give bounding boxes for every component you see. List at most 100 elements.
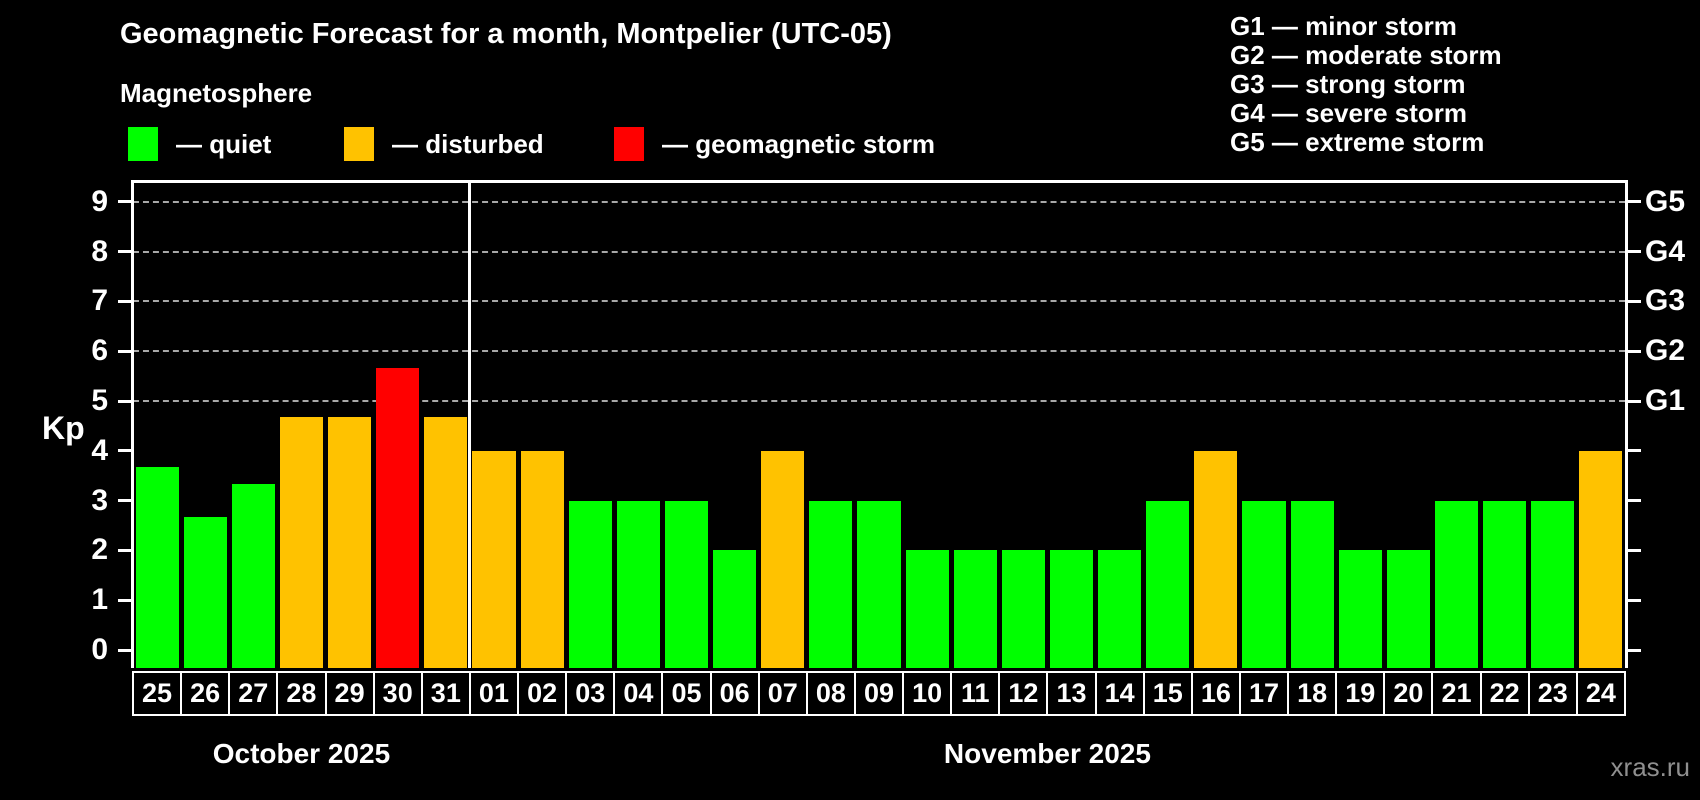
day-label: 21	[1431, 671, 1482, 716]
right-axis-tick	[1628, 449, 1641, 453]
y-axis-label: 5	[91, 384, 108, 417]
storm-color-swatch	[614, 127, 644, 161]
day-label: 10	[902, 671, 953, 716]
right-axis-tick	[1628, 399, 1641, 403]
day-label: 06	[709, 671, 760, 716]
kp-bar-day-26	[183, 517, 227, 668]
right-axis-tick	[1628, 250, 1641, 254]
y-axis-tick	[118, 499, 131, 503]
g3-legend-line: G3 — strong storm	[1230, 69, 1466, 99]
kp-bar-day-01	[472, 450, 516, 668]
right-axis-line	[1625, 180, 1628, 668]
kp-bar-day-31	[424, 417, 468, 668]
kp-bar-day-09	[857, 500, 901, 668]
g4-legend-line: G4 — severe storm	[1230, 98, 1468, 128]
y-axis-tick	[118, 449, 131, 453]
legend-item-disturbed: — disturbed	[344, 126, 544, 162]
y-axis-title: Kp	[42, 410, 85, 446]
day-label: 18	[1287, 671, 1338, 716]
kp-bar-day-05	[664, 500, 709, 668]
gridline-kp6	[133, 350, 1625, 353]
kp-bar-day-13	[1049, 550, 1094, 668]
day-label: 05	[661, 671, 712, 716]
y-axis-label: 1	[91, 583, 108, 617]
day-label: 26	[180, 671, 231, 716]
kp-bar-day-02	[520, 450, 564, 668]
month-separator-line	[468, 180, 472, 668]
legend-label-disturbed: — disturbed	[392, 128, 544, 159]
y-axis-tick	[118, 299, 131, 303]
day-label: 14	[1094, 671, 1145, 716]
day-label: 30	[372, 671, 423, 716]
day-label: 11	[950, 671, 1001, 716]
y-axis-label: 7	[91, 284, 108, 318]
watermark: xras.ru	[1610, 752, 1690, 782]
kp-bar-day-20	[1386, 550, 1430, 668]
y-axis-tick	[118, 399, 131, 403]
y-axis-label: 4	[91, 433, 108, 467]
kp-bar-day-10	[905, 550, 949, 668]
y-axis-line	[131, 180, 134, 668]
day-label: 01	[468, 671, 520, 716]
right-axis-tick	[1628, 499, 1641, 503]
g-level-label-g3: G3	[1645, 284, 1686, 318]
day-label: 09	[853, 671, 905, 716]
month-label: November 2025	[943, 738, 1151, 769]
right-axis-tick	[1628, 548, 1641, 552]
day-label: 03	[565, 671, 616, 716]
y-axis-label: 9	[91, 184, 108, 218]
kp-bar-day-03	[568, 500, 612, 668]
gridline-kp5	[133, 400, 1625, 402]
g-level-label-g4: G4	[1645, 234, 1686, 268]
legend-item-quiet: — quiet	[128, 126, 271, 162]
day-label: 23	[1527, 671, 1578, 716]
day-label: 24	[1575, 671, 1626, 716]
kp-bar-day-28	[279, 417, 323, 668]
day-label: 27	[228, 671, 279, 716]
kp-bar-day-18	[1290, 500, 1334, 668]
g1-legend-line: G1 — minor storm	[1230, 11, 1457, 41]
y-axis-label: 0	[91, 633, 108, 666]
right-axis-tick	[1628, 648, 1641, 652]
right-axis-tick	[1628, 200, 1641, 204]
y-axis-tick	[118, 598, 131, 602]
day-label: 12	[998, 671, 1049, 716]
kp-bar-day-29	[328, 417, 372, 668]
plot-top-border	[131, 180, 1627, 183]
day-label: 07	[757, 671, 808, 716]
g-level-label-g2: G2	[1645, 334, 1686, 368]
day-label: 13	[1046, 671, 1097, 716]
kp-bar-day-14	[1098, 550, 1142, 668]
g2-legend-line: G2 — moderate storm	[1230, 40, 1502, 70]
day-label: 22	[1479, 671, 1530, 716]
kp-bar-day-08	[809, 500, 853, 668]
kp-bar-day-21	[1434, 500, 1479, 668]
kp-bar-day-22	[1483, 500, 1527, 668]
g-scale-legend: G1 — minor storm G2 — moderate storm G3 …	[1230, 12, 1502, 157]
kp-bar-day-23	[1531, 500, 1575, 668]
right-axis-tick	[1628, 299, 1641, 303]
day-label: 04	[613, 671, 664, 716]
legend-item-storm: — geomagnetic storm	[614, 126, 935, 162]
quiet-color-swatch	[128, 127, 158, 161]
day-label: 31	[420, 671, 471, 716]
day-label: 15	[1142, 671, 1193, 716]
page-title: Geomagnetic Forecast for a month, Montpe…	[120, 18, 892, 50]
kp-bar-day-15	[1146, 500, 1190, 668]
day-label: 28	[276, 671, 327, 716]
gridline-kp7	[133, 300, 1625, 303]
kp-bar-day-04	[616, 500, 660, 668]
y-axis-tick	[118, 200, 131, 204]
disturbed-color-swatch	[344, 127, 374, 161]
kp-bar-day-06	[713, 550, 757, 668]
right-axis-tick	[1628, 349, 1641, 353]
y-axis-tick	[118, 250, 131, 254]
y-axis-tick	[118, 349, 131, 353]
day-label: 25	[132, 671, 183, 716]
legend-label-storm: — geomagnetic storm	[662, 128, 936, 159]
legend-label-quiet: — quiet	[176, 128, 272, 159]
kp-bar-day-11	[953, 550, 997, 668]
kp-bar-day-24	[1579, 450, 1623, 668]
y-axis-label: 3	[91, 483, 108, 517]
right-axis-tick	[1628, 598, 1641, 602]
